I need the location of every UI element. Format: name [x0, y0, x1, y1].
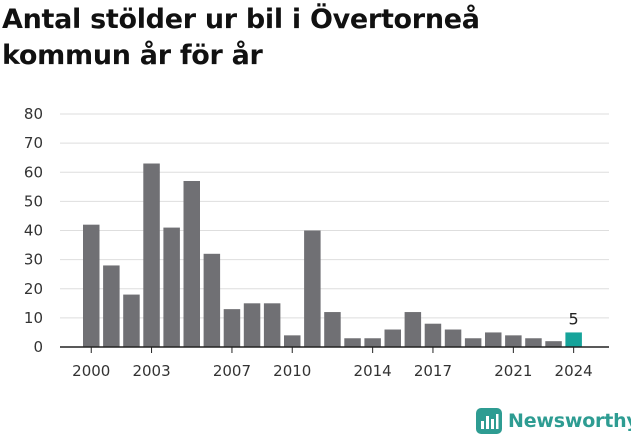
y-tick-label-30: 30 [24, 251, 43, 269]
bar-2000 [83, 224, 100, 347]
y-tick-label-70: 70 [24, 134, 43, 152]
y-axis-ticks: 0 10 20 30 40 50 60 70 80 [24, 105, 43, 356]
bar-2024 [565, 332, 582, 347]
bar-2023 [545, 341, 562, 347]
bar-2021 [505, 335, 522, 347]
y-tick-label-10: 10 [24, 309, 43, 327]
y-tick-label-20: 20 [24, 280, 43, 298]
bar-2012 [324, 312, 341, 347]
bar-2013 [344, 338, 361, 347]
bars [83, 163, 582, 347]
bar-2017 [424, 323, 442, 347]
bar-2020 [485, 332, 502, 347]
y-tick-label-0: 0 [33, 338, 43, 356]
data-labels: 5 [569, 309, 579, 328]
bar-2006 [203, 253, 221, 347]
bar-2009 [263, 303, 281, 347]
bar-2001 [103, 265, 120, 347]
bar-2004 [163, 227, 180, 347]
chart-title: Antal stölder ur bil i Övertorneå kommun… [2, 4, 480, 71]
bar-2010 [284, 335, 301, 347]
newsworthy-chart-icon [476, 408, 502, 434]
bar-2022 [525, 338, 542, 347]
bar-2018 [444, 329, 462, 347]
bar-2003 [143, 163, 160, 347]
bar-2008 [243, 303, 261, 347]
x-tick-label-2010: 2010 [273, 362, 311, 380]
bar-2019 [464, 338, 482, 347]
x-axis-ticks: 2000 2003 2007 2010 2014 2017 2021 2024 [72, 347, 593, 380]
y-tick-label-60: 60 [24, 163, 43, 181]
y-tick-label-80: 80 [24, 105, 43, 123]
data-label-2024: 5 [569, 309, 579, 328]
brand-name: Newsworthy [508, 410, 631, 432]
gridlines [60, 113, 609, 319]
x-tick-label-2003: 2003 [132, 362, 170, 380]
bar-2007 [223, 309, 241, 347]
bar-2002 [123, 294, 140, 347]
bar-2015 [384, 329, 401, 347]
x-tick-label-2007: 2007 [213, 362, 251, 380]
y-tick-label-40: 40 [24, 222, 43, 240]
newsworthy-logo: Newsworthy [476, 408, 631, 434]
x-tick-label-2021: 2021 [494, 362, 532, 380]
y-tick-label-50: 50 [24, 192, 43, 210]
x-tick-label-2014: 2014 [354, 362, 392, 380]
x-tick-label-2017: 2017 [414, 362, 452, 380]
bar-2014 [364, 338, 381, 347]
bar-2011 [304, 230, 321, 347]
bar-2005 [183, 180, 200, 347]
bar-2016 [404, 312, 422, 347]
x-tick-label-2000: 2000 [72, 362, 110, 380]
x-tick-label-2024: 2024 [555, 362, 593, 380]
